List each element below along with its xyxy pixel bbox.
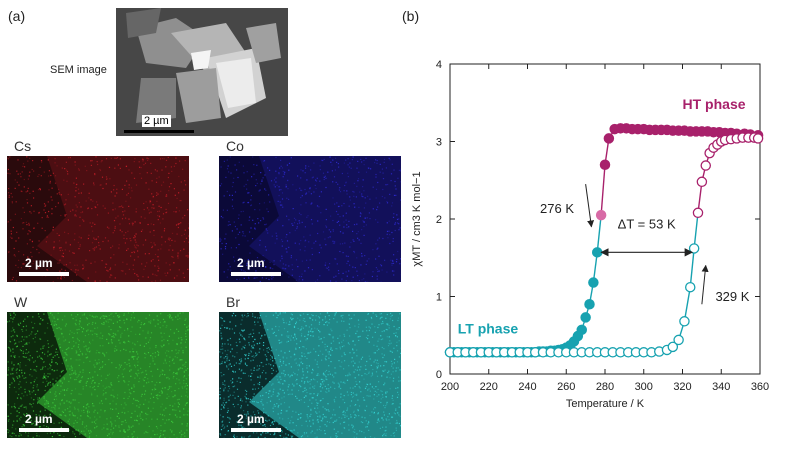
data-point <box>752 133 764 144</box>
data-point <box>696 176 708 188</box>
x-axis-label: Temperature / K <box>566 398 645 410</box>
map-title-cs: Cs <box>14 138 32 154</box>
x-tick-label: 260 <box>557 381 575 393</box>
panel-a-label: (a) <box>8 8 26 24</box>
sem-scale-bar <box>124 130 194 133</box>
map-br-scale-bar <box>231 428 281 432</box>
cooling-arrow <box>585 184 595 228</box>
map-title-br: Br <box>226 294 240 310</box>
map-cs-scale-bar <box>19 272 69 276</box>
map-cs-scale-label: 2 µm <box>25 256 53 270</box>
data-point <box>673 334 684 346</box>
series-line-segment <box>600 164 606 216</box>
map-noise <box>219 312 401 438</box>
map-br-scale-label: 2 µm <box>237 412 265 426</box>
x-tick-label: 240 <box>518 381 536 393</box>
series-line-segment <box>689 248 695 288</box>
sem-image: 2 µm <box>116 8 288 136</box>
x-tick-label: 340 <box>712 381 730 393</box>
y-tick-label: 3 <box>436 137 442 149</box>
y-tick-label: 1 <box>436 292 442 304</box>
heating-arrow <box>701 264 709 305</box>
map-title-w: W <box>14 294 28 310</box>
series-line-segment <box>596 215 602 253</box>
sem-scale-label: 2 µm <box>142 115 171 127</box>
data-point <box>603 133 615 144</box>
delta-t-label: ΔT = 53 K <box>618 216 676 231</box>
data-point <box>580 312 591 323</box>
ht-phase-label: HT phase <box>683 96 746 112</box>
y-tick-label: 4 <box>436 59 442 71</box>
x-tick-label: 320 <box>673 381 691 393</box>
data-point <box>679 316 690 327</box>
series-heating <box>444 132 764 358</box>
map-w-scale-bar <box>19 428 69 432</box>
data-point <box>595 209 607 221</box>
sem-label: SEM image <box>50 64 107 76</box>
map-co-scale-label: 2 µm <box>237 256 265 270</box>
map-w: 2 µm <box>7 312 189 438</box>
x-tick-label: 200 <box>441 381 459 393</box>
x-tick-label: 220 <box>480 381 498 393</box>
map-crystal-region <box>249 312 401 438</box>
y-tick-label: 2 <box>436 214 442 226</box>
data-point <box>588 277 599 288</box>
data-point <box>599 159 611 171</box>
lt-phase-label: LT phase <box>458 321 519 337</box>
map-cs: 2 µm <box>7 156 189 282</box>
map-crystal-region <box>37 312 189 438</box>
data-point <box>684 281 696 293</box>
panel-b-label: (b) <box>402 8 420 24</box>
map-crystal-region <box>37 156 189 282</box>
transition-up-label: 329 K <box>715 289 749 304</box>
map-noise <box>7 156 189 282</box>
series-line-segment <box>683 287 691 322</box>
map-w-scale-label: 2 µm <box>25 412 53 426</box>
map-title-co: Co <box>226 138 244 154</box>
chi-t-chart: 200 220 240 260 280 300 320 340 360 0 1 2 3 4 Temperat… <box>411 59 769 410</box>
data-point <box>692 207 704 219</box>
data-point <box>688 243 700 254</box>
x-tick-label: 300 <box>635 381 653 393</box>
y-axis-label: χMT / cm3 K mol−1 <box>411 171 423 266</box>
data-point <box>609 123 620 135</box>
map-crystal-region <box>249 156 401 282</box>
data-point <box>667 341 679 353</box>
data-point <box>584 298 595 310</box>
map-co-scale-bar <box>231 272 281 276</box>
map-noise <box>7 312 189 438</box>
data-point <box>700 160 711 171</box>
map-br: 2 µm <box>219 312 401 438</box>
y-tick-label: 0 <box>436 369 442 381</box>
map-co: 2 µm <box>219 156 401 282</box>
series-line-segment <box>693 212 699 249</box>
data-point <box>591 247 603 258</box>
x-tick-label: 280 <box>596 381 614 393</box>
x-tick-label: 360 <box>751 381 769 393</box>
transition-down-label: 276 K <box>540 201 574 216</box>
